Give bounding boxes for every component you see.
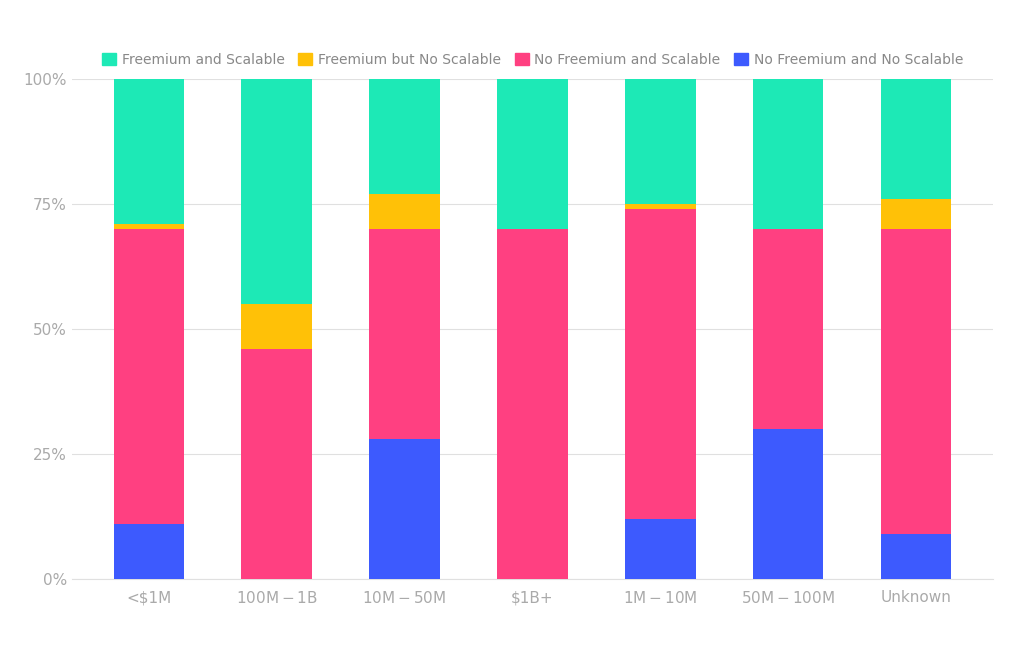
Bar (626, 79, 695, 204)
Legend: Freemium and Scalable, Freemium but No Scalable, No Freemium and Scalable, No Fr: Freemium and Scalable, Freemium but No S… (102, 53, 963, 67)
Bar (881, 229, 951, 534)
Bar (242, 304, 312, 349)
Bar (881, 534, 951, 579)
Bar (753, 79, 823, 229)
Bar (114, 224, 184, 229)
Bar (498, 79, 567, 229)
Bar (114, 229, 184, 524)
Bar (114, 524, 184, 579)
Bar (753, 229, 823, 429)
Bar (370, 194, 439, 229)
Bar (626, 209, 695, 519)
Bar (626, 204, 695, 209)
Bar (242, 349, 312, 579)
Bar (753, 429, 823, 579)
Bar (370, 439, 439, 579)
Bar (626, 519, 695, 579)
Bar (881, 79, 951, 199)
Bar (242, 79, 312, 304)
Bar (881, 199, 951, 229)
Bar (370, 229, 439, 439)
Bar (370, 79, 439, 194)
Bar (498, 229, 567, 579)
Bar (114, 79, 184, 224)
